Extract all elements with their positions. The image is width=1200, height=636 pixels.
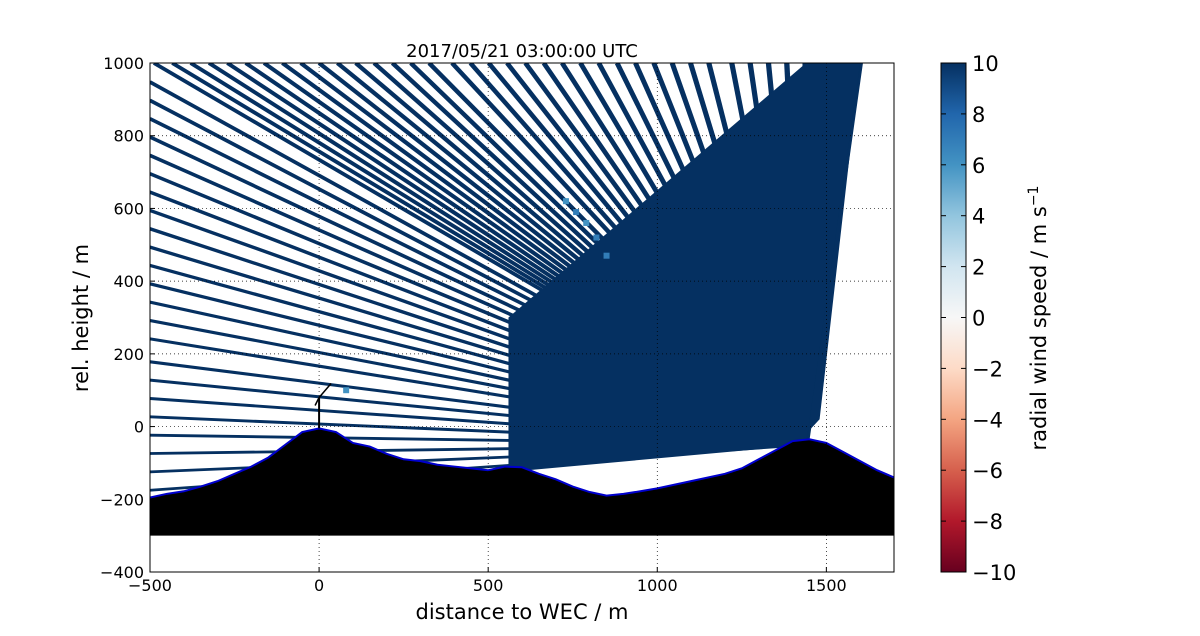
y-tick-label: 600 <box>113 199 144 218</box>
wind-speed-patch <box>573 209 580 216</box>
lidar-beams <box>150 63 863 492</box>
y-tick-label: 800 <box>113 127 144 146</box>
grid-lines <box>150 63 894 572</box>
x-tick-label: 0 <box>314 576 324 595</box>
wec-blade <box>314 397 320 406</box>
terrain-outline <box>150 427 894 499</box>
colorbar-label-main: radial wind speed / m s <box>1027 206 1051 450</box>
y-axis-label: rel. height / m <box>69 244 93 392</box>
terrain-fill <box>150 428 894 536</box>
colorbar-tick-label: 8 <box>972 103 985 127</box>
chart-title: 2017/05/21 03:00:00 UTC <box>406 41 638 62</box>
x-tick-label: 500 <box>473 576 504 595</box>
y-tick-label: −200 <box>100 490 144 509</box>
x-axis-label: distance to WEC / m <box>416 600 629 624</box>
colorbar-tick-label: 0 <box>972 307 985 331</box>
wind-speed-patch <box>343 387 350 394</box>
plot-frame <box>149 62 895 573</box>
y-tick-label: 1000 <box>103 54 144 73</box>
x-tick-label: 1000 <box>637 576 678 595</box>
colorbar-label: radial wind speed / m s−1 <box>1026 186 1051 451</box>
colorbar-tick-label: −6 <box>972 459 1003 483</box>
y-tick-label: 400 <box>113 272 144 291</box>
wind-speed-patch <box>603 252 610 259</box>
scan-core <box>508 63 861 473</box>
colorbar-tick-label: −2 <box>972 357 1003 381</box>
x-tick-label: −500 <box>128 576 172 595</box>
y-tick-label: −400 <box>100 563 144 582</box>
y-tick-label: 200 <box>113 345 144 364</box>
plot-area <box>150 63 894 572</box>
wind-speed-patch <box>562 198 569 205</box>
y-axis-ticks: −400 −200 0 200 400 600 800 1000 <box>100 54 155 582</box>
terrain-layer <box>150 427 894 536</box>
wec-blade <box>318 382 332 398</box>
x-tick-label: 1500 <box>806 576 847 595</box>
wind-speed-patches <box>343 198 610 394</box>
wind-speed-patch <box>593 234 600 241</box>
x-axis-ticks: −500 0 500 1000 1500 <box>128 567 847 595</box>
colorbar-tick-label: −10 <box>972 561 1016 585</box>
colorbar-tick-label: −8 <box>972 510 1003 534</box>
colorbar-ticks: 10 8 6 4 2 0 −2 −4 −6 −8 −10 <box>941 52 1016 585</box>
scan-edge <box>806 63 861 445</box>
colorbar-tick-label: 2 <box>972 256 985 280</box>
colorbar-tick-label: 6 <box>972 154 985 178</box>
colorbar-tick-label: 4 <box>972 205 985 229</box>
colorbar-tick-label: −4 <box>972 408 1003 432</box>
colorbar-tick-label: 10 <box>972 52 999 76</box>
colorbar-label-exponent: −1 <box>1026 186 1042 207</box>
y-tick-label: 0 <box>134 418 144 437</box>
wind-speed-patch <box>583 219 590 226</box>
